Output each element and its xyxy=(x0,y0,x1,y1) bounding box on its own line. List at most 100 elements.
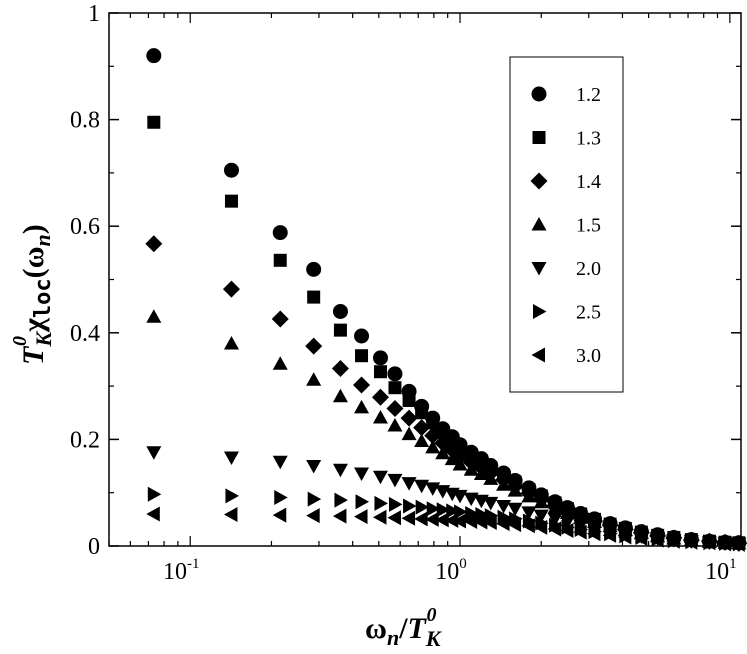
data-point xyxy=(224,194,238,208)
data-point xyxy=(483,471,499,485)
legend-item: 1.5 xyxy=(531,215,601,237)
data-point xyxy=(354,328,370,344)
data-point xyxy=(414,479,430,494)
y-axis-title: TK0χloc(ωn) xyxy=(9,224,56,365)
data-point xyxy=(272,225,288,241)
data-point xyxy=(483,496,499,511)
plot-frame xyxy=(108,12,742,547)
data-point xyxy=(354,467,370,482)
data-point xyxy=(334,492,348,508)
data-point xyxy=(272,356,288,370)
data-point xyxy=(355,494,370,510)
data-point xyxy=(147,115,161,129)
data-point xyxy=(425,511,439,527)
data-point xyxy=(533,519,548,535)
series-1.2 xyxy=(146,48,747,551)
data-point xyxy=(387,366,403,382)
data-point xyxy=(401,426,417,441)
data-point xyxy=(353,376,371,394)
legend-label: 1.3 xyxy=(576,128,601,150)
data-point xyxy=(387,473,403,488)
data-point xyxy=(147,486,162,502)
data-point xyxy=(355,349,369,363)
legend-label: 2.0 xyxy=(576,258,601,280)
y-tick-label: 1 xyxy=(88,1,100,27)
data-point xyxy=(533,509,549,524)
data-point xyxy=(452,513,467,529)
data-point xyxy=(633,531,648,547)
data-point xyxy=(444,512,459,528)
legend-marker xyxy=(532,131,546,144)
data-point xyxy=(413,419,431,437)
data-point xyxy=(306,460,322,474)
data-point xyxy=(473,514,488,530)
legend-label: 1.4 xyxy=(576,171,601,193)
data-point xyxy=(463,513,478,529)
data-point xyxy=(559,516,575,530)
legend-marker xyxy=(531,86,547,102)
data-point xyxy=(475,507,489,523)
data-point xyxy=(463,492,479,507)
data-point xyxy=(223,335,239,350)
data-point xyxy=(473,466,489,481)
data-point xyxy=(436,502,451,518)
legend-box xyxy=(509,56,624,393)
data-point xyxy=(426,501,441,517)
data-point xyxy=(452,456,468,471)
data-point xyxy=(521,488,537,503)
data-point xyxy=(306,508,320,524)
data-point xyxy=(146,506,160,522)
legend: 1.2 1.3 1.4 1.5 2.0 2.5 3.0 xyxy=(509,56,624,393)
data-point xyxy=(373,365,387,379)
data-point xyxy=(146,48,162,64)
data-point xyxy=(305,337,323,355)
data-point xyxy=(386,399,404,417)
data-point xyxy=(484,508,499,524)
data-point xyxy=(400,409,418,427)
data-point xyxy=(272,455,288,470)
data-point xyxy=(354,399,370,414)
data-point xyxy=(426,416,440,430)
data-point xyxy=(496,477,512,491)
data-point xyxy=(146,446,162,460)
data-point xyxy=(333,323,347,337)
data-point xyxy=(371,388,389,406)
data-point xyxy=(223,507,238,523)
data-point xyxy=(547,500,563,514)
data-point xyxy=(683,534,698,550)
data-point xyxy=(435,512,449,528)
y-tick-label: 0.6 xyxy=(70,214,100,240)
data-point xyxy=(401,510,416,526)
data-point xyxy=(274,489,288,505)
data-point xyxy=(271,310,289,328)
data-point xyxy=(354,509,368,525)
data-point xyxy=(306,372,322,386)
data-point xyxy=(435,445,451,460)
data-point xyxy=(223,162,239,178)
x-tick-label: 100 xyxy=(435,556,467,585)
data-point xyxy=(222,280,240,298)
legend-marker xyxy=(533,304,547,319)
legend-item: 1.2 xyxy=(531,84,601,106)
data-point xyxy=(307,491,322,507)
data-point xyxy=(650,532,664,548)
legend-label: 2.5 xyxy=(576,302,601,324)
data-point xyxy=(146,309,162,323)
data-point xyxy=(463,462,479,476)
data-point xyxy=(332,508,347,524)
data-point xyxy=(533,494,549,509)
legend-label: 1.5 xyxy=(576,215,601,237)
data-point xyxy=(402,393,416,407)
legend-item: 2.0 xyxy=(531,258,601,280)
data-point xyxy=(586,526,601,542)
data-point xyxy=(388,381,402,395)
y-tick-label: 0.8 xyxy=(70,108,100,134)
legend-label: 3.0 xyxy=(576,345,601,367)
x-tick-label: 101 xyxy=(705,556,737,585)
series-3.0 xyxy=(146,506,745,552)
axis-ticks: 0 0.2 0.4 0.6 0.8 1 10-1 100 101 xyxy=(70,1,741,585)
data-point xyxy=(666,533,680,549)
legend-item: 2.5 xyxy=(533,302,601,324)
legend-item: 1.4 xyxy=(530,171,601,193)
